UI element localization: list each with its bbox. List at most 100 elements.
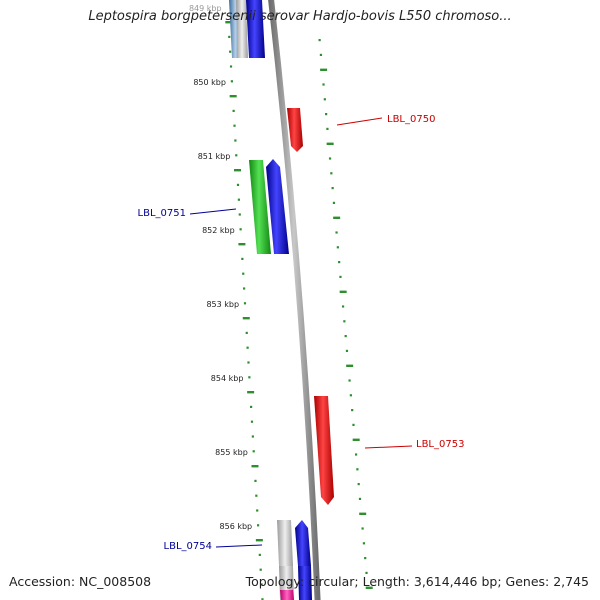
ruler-major-tick: [238, 243, 246, 246]
ruler-minor-tick: [248, 376, 251, 379]
ruler-major-tick: [346, 364, 354, 367]
gene-label[interactable]: LBL_0753: [416, 439, 464, 450]
ruler-major-tick: [320, 68, 328, 71]
ruler-minor-tick: [239, 228, 242, 231]
ruler-minor-tick: [343, 320, 346, 323]
ruler-minor-tick: [339, 275, 342, 278]
gene-LBL_0753[interactable]: [314, 396, 334, 505]
ruler-major-tick: [352, 438, 360, 441]
ruler-minor-tick: [325, 113, 328, 116]
ruler-minor-tick: [358, 497, 362, 500]
ruler-minor-tick: [234, 139, 237, 142]
ruler-minor-tick: [348, 379, 351, 382]
ruler-minor-tick: [361, 527, 364, 530]
ruler-tick-label: 854 kbp: [211, 374, 244, 383]
position-ruler: 849 kbp 850 kbp 851 kbp 852 kbp 853 kbp 854 k…: [189, 4, 373, 600]
ruler-minor-tick: [261, 598, 264, 600]
ruler-minor-tick: [241, 257, 244, 260]
ruler-minor-tick: [242, 272, 245, 275]
ruler-minor-tick: [335, 231, 338, 234]
ruler-minor-tick: [237, 198, 240, 201]
feature-top-partial: [229, 0, 265, 58]
gene-label-connector: [189, 208, 237, 215]
ruler-minor-tick: [319, 53, 323, 56]
genome-summary: Topology: circular; Length: 3,614,446 bp…: [245, 574, 589, 589]
ruler-minor-tick: [356, 468, 359, 471]
ruler-tick-label: 850 kbp: [193, 78, 226, 87]
ruler-minor-tick: [246, 346, 249, 349]
ruler-minor-tick: [341, 305, 345, 308]
ruler-minor-tick: [229, 50, 232, 53]
ruler-minor-tick: [322, 83, 325, 86]
ruler-minor-tick: [228, 35, 231, 38]
gene-label[interactable]: LBL_0750: [387, 114, 435, 125]
ruler-minor-tick: [345, 349, 349, 352]
gene-grey-feature[interactable]: [277, 520, 293, 566]
ruler-major-tick: [229, 95, 237, 98]
ruler-minor-tick: [362, 542, 366, 545]
ruler-minor-tick: [233, 124, 236, 127]
ruler-tick-label: 853 kbp: [206, 300, 239, 309]
ruler-tick-label: 855 kbp: [215, 448, 248, 457]
ruler-major-tick: [247, 391, 255, 394]
ruler-minor-tick: [236, 183, 240, 186]
ruler-minor-tick: [251, 435, 254, 438]
gene-label-connector: [336, 117, 383, 126]
ruler-tick-label: 849 kbp: [189, 4, 222, 13]
ruler-major-tick: [255, 539, 263, 542]
gene-label[interactable]: LBL_0754: [164, 541, 212, 552]
ruler-minor-tick: [330, 172, 333, 175]
ruler-minor-tick: [349, 394, 352, 397]
ruler-minor-tick: [243, 302, 247, 305]
ruler-minor-tick: [331, 187, 334, 190]
ruler-tick-label: 852 kbp: [202, 226, 235, 235]
ruler-minor-tick: [336, 246, 339, 249]
ruler-minor-tick: [259, 568, 262, 571]
ruler-minor-tick: [258, 553, 261, 556]
ruler-major-tick: [326, 142, 334, 145]
ruler-minor-tick: [364, 557, 367, 560]
gene-label[interactable]: LBL_0751: [138, 208, 186, 219]
chromosome-backbone: [268, 0, 321, 600]
ruler-minor-tick: [245, 331, 248, 334]
ruler-major-tick: [333, 216, 341, 219]
ruler-minor-tick: [230, 80, 233, 83]
gene-green-feature[interactable]: [249, 160, 271, 254]
ruler-minor-tick: [338, 261, 341, 264]
ruler-minor-tick: [247, 361, 250, 364]
ruler-major-tick: [251, 465, 259, 468]
ruler-minor-tick: [256, 524, 260, 527]
gene-label-connector: [215, 544, 263, 548]
ruler-minor-tick: [323, 98, 326, 101]
ruler-major-tick: [359, 512, 367, 515]
gene-bottom-blue-feature[interactable]: [298, 566, 312, 600]
ruler-minor-tick: [354, 453, 358, 456]
ruler-minor-tick: [252, 450, 255, 453]
ruler-minor-tick: [260, 583, 263, 586]
gene-label-layer: LBL_0750 LBL_0751 LBL_0753 LBL_0754: [138, 114, 465, 552]
gene-LBL_0751[interactable]: [266, 159, 289, 254]
ruler-minor-tick: [365, 571, 368, 574]
gene-label-connector: [364, 445, 413, 449]
ruler-minor-tick: [332, 201, 336, 204]
ruler-major-tick: [339, 290, 347, 293]
gene-LBL_0754[interactable]: [295, 520, 311, 566]
ruler-minor-tick: [229, 65, 233, 68]
ruler-major-tick: [242, 317, 250, 320]
ruler-minor-tick: [235, 154, 238, 157]
gene-LBL_0750[interactable]: [287, 108, 303, 152]
gene-bottom-pink-feature[interactable]: [280, 590, 294, 600]
ruler-major-tick: [225, 21, 233, 24]
ruler-minor-tick: [254, 479, 257, 482]
genome-title: Leptospira borgpetersenii serovar Hardjo…: [88, 9, 512, 24]
ruler-minor-tick: [250, 405, 253, 408]
ruler-minor-tick: [232, 109, 235, 112]
ruler-major-tick: [234, 169, 242, 172]
ruler-major-tick: [365, 586, 373, 589]
ruler-minor-tick: [250, 420, 254, 423]
ruler-minor-tick: [243, 287, 246, 290]
ruler-minor-tick: [326, 127, 329, 130]
ruler-minor-tick: [256, 509, 259, 512]
